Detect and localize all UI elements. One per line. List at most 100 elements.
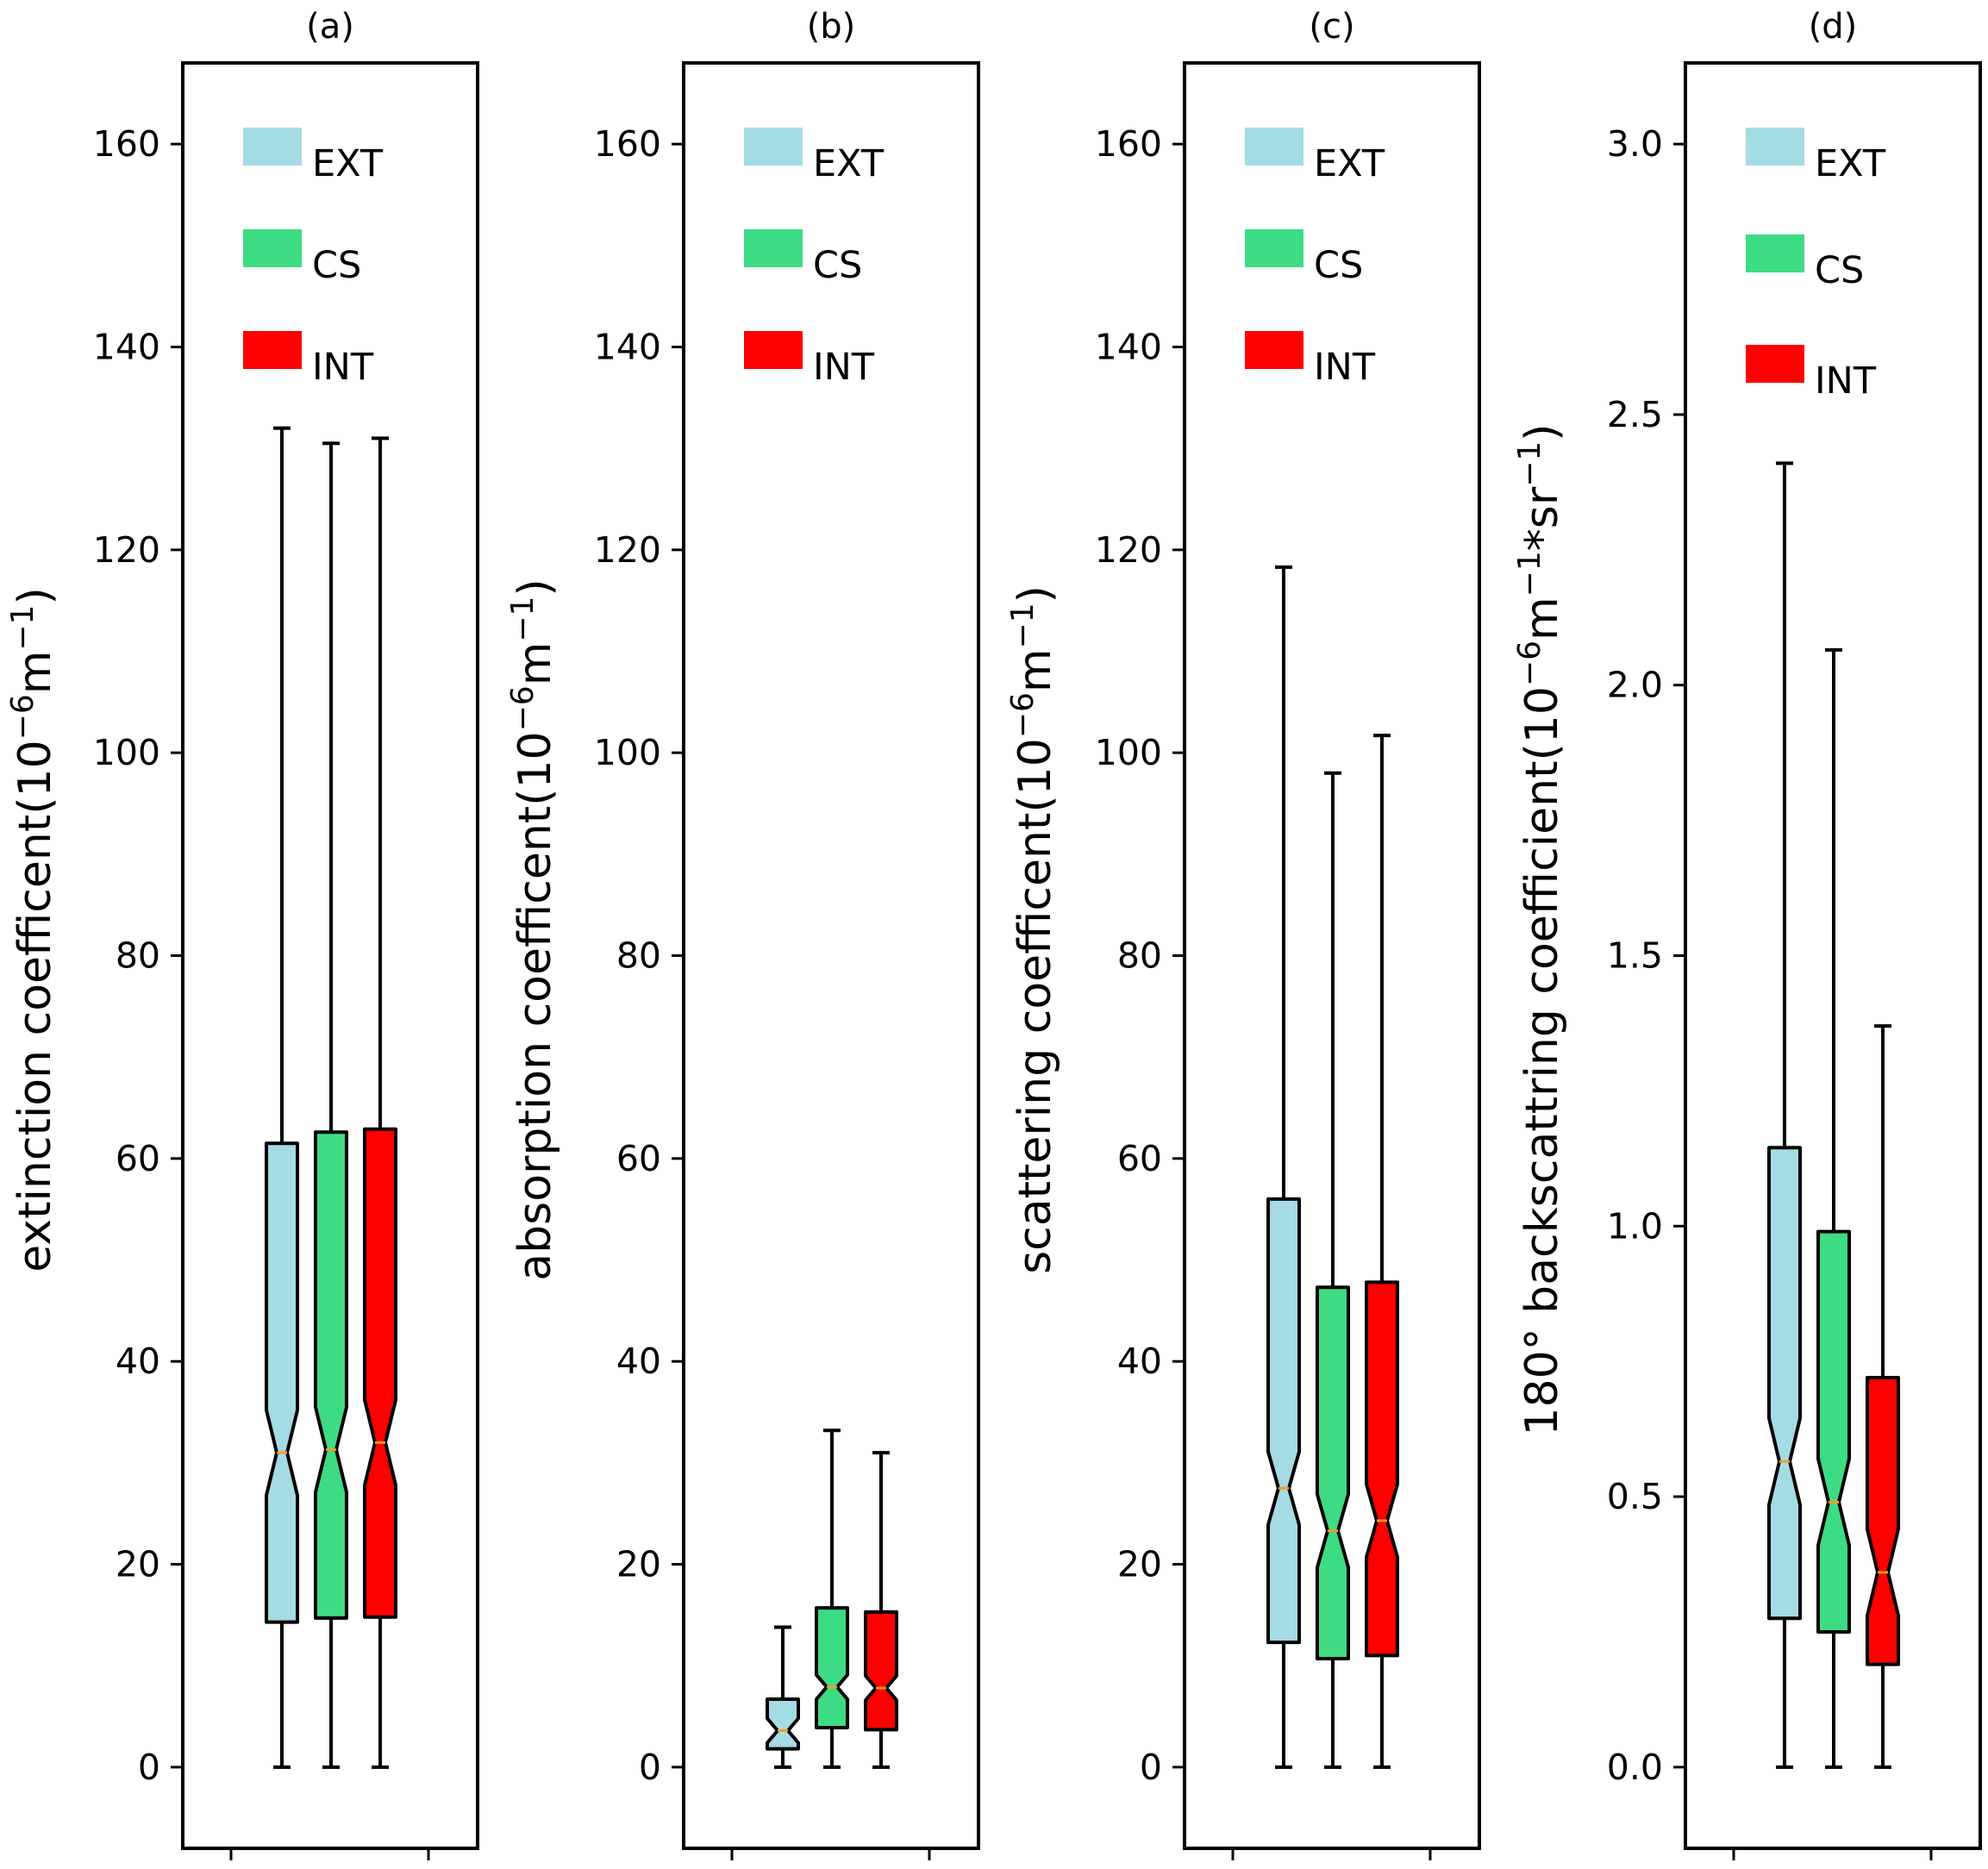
- box-ext: [766, 1625, 800, 1769]
- box-int: [864, 1451, 898, 1769]
- y-axis-label-sup1: −6: [1005, 692, 1041, 738]
- legend-swatch-int: [1245, 331, 1303, 369]
- y-tick-label: 1.5: [1607, 935, 1663, 977]
- legend-label-cs: CS: [312, 244, 361, 287]
- panel-b: (b) 0 20 40 60 80 100 120 140 160 absorption coeff…: [505, 7, 980, 1860]
- y-axis-label-sup2: −1: [505, 597, 541, 642]
- panel-title: (d): [1809, 7, 1858, 47]
- box-cs: [1816, 647, 1851, 1769]
- y-tick-label: 140: [93, 326, 160, 367]
- y-axis-label: 180° backscattring coefficient(10−6m−1*s…: [1512, 423, 1568, 1435]
- legend-label-int: INT: [813, 346, 875, 389]
- y-axis-label-mid: m: [9, 651, 61, 695]
- legend-label-int: INT: [1815, 359, 1877, 403]
- y-axis-label-sup1: −6: [505, 685, 541, 731]
- y-tick-label: 80: [616, 935, 661, 977]
- box-ext: [265, 426, 299, 1769]
- legend-label-cs: CS: [1815, 249, 1864, 292]
- legend-label-int: INT: [1314, 346, 1376, 389]
- y-tick-label: 3.0: [1607, 123, 1663, 165]
- box-ext: [1266, 565, 1301, 1769]
- legend-swatch-ext: [1245, 128, 1303, 166]
- legend-label-int: INT: [312, 346, 374, 389]
- y-axis-label-base: extinction coefficent(10: [9, 740, 61, 1272]
- y-tick-label: 100: [93, 732, 160, 773]
- y-axis-label-tail2: ): [1516, 423, 1568, 441]
- box-body: [1767, 1146, 1802, 1621]
- y-tick-label: 160: [594, 123, 661, 165]
- y-axis-label-sup2: −1: [1005, 603, 1041, 648]
- y-tick-label: 100: [1095, 732, 1162, 773]
- y-tick-label: 60: [1117, 1138, 1162, 1179]
- box-cs: [815, 1428, 849, 1769]
- box-ext: [1767, 461, 1802, 1769]
- box-body: [1866, 1376, 1900, 1666]
- y-axis-label-base: scattering coefficent(10: [1010, 738, 1061, 1274]
- y-tick-label: 0.0: [1607, 1747, 1663, 1788]
- y-axis-label-mid: m: [510, 642, 561, 686]
- y-axis-label-tail: *sr: [1516, 486, 1568, 551]
- y-tick-label: 60: [616, 1138, 661, 1179]
- panel-d: (d) 0.0 0.5 1.0 1.5 2.0 2.5 3.0 180° backscattri…: [1512, 7, 1982, 1860]
- box-int: [1365, 734, 1399, 1769]
- y-axis-label-sup2: −1: [1512, 551, 1547, 597]
- y-axis-label-tail: ): [1010, 585, 1061, 603]
- legend-label-ext: EXT: [312, 142, 384, 185]
- legend-swatch-ext: [1746, 128, 1804, 166]
- y-axis-label-tail: ): [9, 587, 61, 604]
- box-body: [1365, 1280, 1399, 1658]
- panel-title: (a): [306, 7, 354, 47]
- legend-swatch-ext: [243, 128, 302, 166]
- y-tick-label: 120: [93, 529, 160, 571]
- y-tick-label: 80: [1117, 935, 1162, 977]
- y-tick-label: 0: [1140, 1747, 1162, 1788]
- y-tick-label: 20: [116, 1544, 160, 1585]
- y-axis-label-mid: m: [1516, 597, 1568, 641]
- legend-label-cs: CS: [1314, 244, 1363, 287]
- y-axis-label-sup3: −1: [1512, 441, 1547, 487]
- y-axis-label-tail: ): [510, 578, 561, 596]
- box-int: [363, 436, 397, 1769]
- y-tick-label: 140: [594, 326, 661, 367]
- y-tick-label: 160: [93, 123, 160, 165]
- box-cs: [1316, 771, 1350, 1769]
- box-body: [314, 1130, 348, 1620]
- y-tick-label: 120: [594, 529, 661, 571]
- y-axis-label: absorption coefficent(10−6m−1): [505, 578, 561, 1280]
- y-axis-label-base: 180° backscattring coefficient(10: [1516, 686, 1568, 1436]
- box-body: [815, 1606, 849, 1729]
- y-tick-label: 40: [116, 1341, 160, 1382]
- legend-label-ext: EXT: [813, 142, 885, 185]
- y-axis-label: extinction coefficent(10−6m−1): [5, 587, 61, 1272]
- legend-label-cs: CS: [813, 244, 862, 287]
- legend-swatch-cs: [1746, 234, 1804, 272]
- box-cs: [314, 441, 348, 1769]
- panel-a: (a) 0 20 40 60 80 100 120 140 160 extinction coeff…: [5, 7, 479, 1860]
- box-body: [363, 1127, 397, 1619]
- y-tick-label: 80: [116, 935, 160, 977]
- box-int: [1866, 1024, 1900, 1769]
- y-tick-label: 100: [594, 732, 661, 773]
- y-axis-label-mid: m: [1010, 648, 1061, 692]
- y-tick-label: 20: [616, 1544, 661, 1585]
- y-axis-label-sup2: −1: [5, 605, 41, 651]
- y-tick-label: 40: [1117, 1341, 1162, 1382]
- panel-c: (c) 0 20 40 60 80 100 120 140 160 scattering coeff…: [1005, 7, 1481, 1860]
- panel-title: (b): [807, 7, 856, 47]
- box-body: [265, 1141, 299, 1624]
- legend-label-ext: EXT: [1815, 142, 1886, 185]
- y-tick-label: 160: [1095, 123, 1162, 165]
- y-tick-label: 0.5: [1607, 1476, 1663, 1517]
- y-tick-label: 60: [116, 1138, 160, 1179]
- legend-swatch-int: [744, 331, 803, 369]
- y-axis-label-sup1: −6: [5, 694, 41, 740]
- box-body: [766, 1697, 800, 1751]
- y-tick-label: 0: [138, 1747, 160, 1788]
- y-axis-label: scattering coefficent(10−6m−1): [1005, 585, 1061, 1274]
- legend-swatch-int: [243, 331, 302, 369]
- box-body: [1316, 1285, 1350, 1660]
- y-tick-label: 20: [1117, 1544, 1162, 1585]
- y-tick-label: 2.0: [1607, 665, 1663, 706]
- y-axis-label-sup1: −6: [1512, 641, 1547, 686]
